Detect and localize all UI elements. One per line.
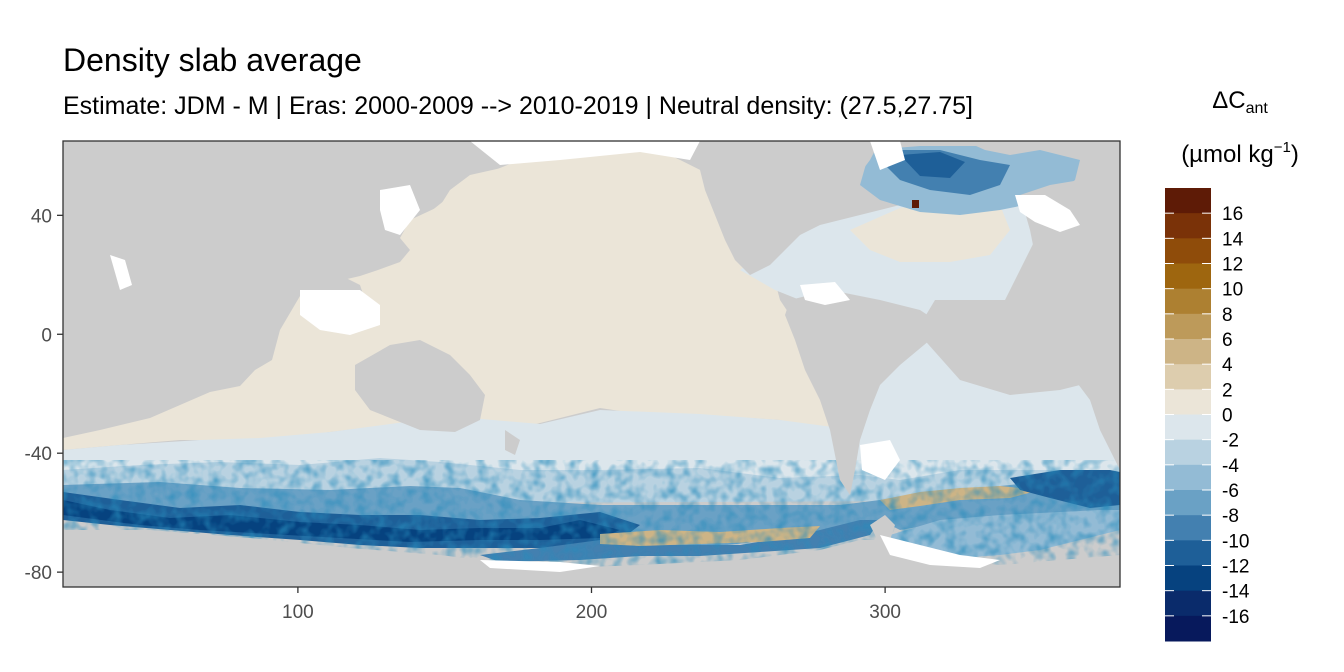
nodata-arctic (470, 141, 700, 165)
indo-pacific-ocean (63, 152, 860, 450)
nodata-mediterranean (1015, 195, 1080, 232)
legend-swatch (1165, 238, 1211, 264)
y-tick-label: -80 (25, 563, 52, 584)
nodata-south-atlantic-gap (860, 440, 900, 480)
legend-label: 6 (1222, 330, 1233, 351)
nodata-weddell-edge (880, 535, 1000, 568)
legend-label: -8 (1222, 506, 1239, 527)
y-tick-label: -40 (25, 444, 52, 465)
land-australia (355, 340, 485, 432)
legend-swatch (1165, 590, 1211, 617)
north-atlantic-subtropics (850, 200, 1010, 262)
map-panel (63, 141, 1120, 587)
legend-swatch (1165, 263, 1211, 290)
legend-units-suffix: ) (1290, 141, 1299, 168)
legend-swatch (1165, 389, 1211, 415)
nodata-gulf-mexico (800, 282, 850, 305)
nodata-red-sea (110, 255, 132, 290)
y-tick-label: 0 (41, 325, 52, 346)
legend-swatch (1165, 414, 1211, 441)
legend-title-subscript: ant (1245, 100, 1268, 117)
legend-swatch (1165, 313, 1211, 340)
legend-swatch (1165, 615, 1211, 642)
legend-swatch (1165, 439, 1211, 466)
legend-swatch (1165, 464, 1211, 491)
legend-title: ΔCant (µmol kg−1) (1160, 86, 1320, 170)
legend-label: 10 (1222, 280, 1243, 301)
legend-label: 4 (1222, 355, 1233, 376)
legend-label: 0 (1222, 406, 1233, 427)
land-africa (1040, 278, 1120, 470)
y-tick-label: 40 (31, 206, 52, 227)
legend-units-superscript: −1 (1273, 139, 1291, 156)
indo-pacific-ocean-north (400, 150, 715, 240)
labrador-sea-hotspot (912, 200, 919, 208)
legend-title-symbol: ΔC (1212, 87, 1246, 114)
legend-swatch (1165, 565, 1211, 592)
legend-label: 8 (1222, 305, 1233, 326)
chart-subtitle: Estimate: JDM - M | Eras: 2000-2009 --> … (63, 92, 973, 120)
legend-units-prefix: (µmol kg (1181, 141, 1274, 168)
legend-label: 12 (1222, 255, 1243, 276)
legend-label: -10 (1222, 531, 1249, 552)
land-north-america (700, 141, 880, 275)
nodata-indonesia (300, 290, 380, 335)
legend-swatch (1165, 339, 1211, 365)
legend-swatch (1165, 213, 1211, 239)
legend-label: 14 (1222, 229, 1244, 250)
land-antarctica (63, 530, 1120, 587)
legend-swatch (1165, 288, 1211, 315)
legend-label: -4 (1222, 456, 1239, 477)
x-axis: 100 200 300 (282, 587, 901, 623)
x-tick-label: 100 (282, 602, 314, 623)
legend-label: -12 (1222, 557, 1249, 578)
land-south-america (785, 290, 935, 495)
x-tick-label: 300 (869, 602, 901, 623)
legend-swatch (1165, 515, 1211, 541)
land-greenland (965, 141, 1060, 155)
legend-swatch (1165, 188, 1211, 214)
legend-label: -16 (1222, 607, 1249, 628)
legend-label: 2 (1222, 380, 1233, 401)
legend-swatch (1165, 490, 1211, 516)
nodata-japan-sea (380, 185, 420, 235)
legend-label: -14 (1222, 582, 1250, 603)
legend-colorbar: 16 14 12 10 8 6 4 2 0 -2 -4 -6 -8 -10 -12 -14 -16 (1165, 188, 1250, 642)
land-eurasia (63, 141, 470, 335)
legend-swatch (1165, 540, 1211, 566)
x-tick-label: 200 (576, 602, 608, 623)
legend-label: 16 (1222, 204, 1243, 225)
nodata-hudson-bay (870, 141, 905, 170)
land-africa-west (63, 320, 160, 438)
land-india (160, 285, 240, 350)
legend-swatch (1165, 364, 1211, 390)
chart-title: Density slab average (63, 42, 362, 78)
land-new-zealand (505, 430, 520, 455)
legend-label: -6 (1222, 481, 1239, 502)
atlantic-ocean (860, 330, 1120, 480)
nordic-seas-dark (900, 152, 965, 178)
nodata-ross-edge (480, 560, 600, 572)
legend-label: -2 (1222, 431, 1239, 452)
y-axis: 40 0 -40 -80 (25, 206, 63, 584)
